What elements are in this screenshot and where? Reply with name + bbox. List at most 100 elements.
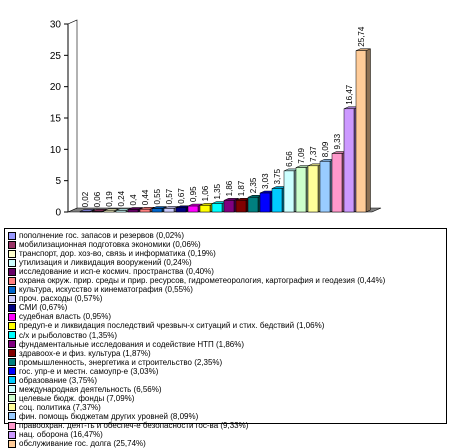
data-labels: 0,02 0,06 0,19 0,24 0,4 0,44 0,55 0,57 0,67 0,95 1…	[81, 26, 366, 207]
bar-front	[175, 207, 187, 213]
bar	[103, 208, 119, 213]
legend-swatch	[8, 394, 16, 403]
data-label: 0,57	[165, 188, 174, 204]
legend-label: с/х и рыболовство (1,35%)	[19, 330, 118, 340]
legend-item: нац. оборона (16,47%)	[8, 430, 444, 439]
legend-swatch	[8, 258, 16, 267]
data-label: 0,24	[117, 190, 126, 206]
legend-swatch	[8, 312, 16, 321]
bar-chart: 0 5 10 15 20 25 30 0,02 0,06 0,19 0,24 0,4 0,44 0,55…	[50, 20, 382, 219]
data-label: 0,06	[93, 191, 102, 207]
data-label: 6,56	[285, 151, 294, 167]
legend-item: исследование и исп-е космич. пространств…	[8, 267, 444, 276]
legend-label: обслуживание гос. долга (25,74%)	[19, 439, 146, 448]
bar-side	[365, 48, 371, 213]
data-label: 7,09	[297, 147, 306, 163]
y-tick-label: 10	[50, 145, 62, 156]
legend-swatch	[8, 439, 16, 448]
legend-swatch	[8, 358, 16, 367]
data-label: 1,06	[201, 185, 210, 201]
legend-swatch	[8, 285, 16, 294]
data-label: 25,74	[357, 26, 366, 47]
bar-front	[307, 165, 319, 213]
legend-label: промышленность, энергетика и строительст…	[19, 357, 223, 367]
legend-item: охрана окруж. прир. среды и прир. ресурс…	[8, 276, 444, 285]
legend-swatch	[8, 240, 16, 249]
data-label: 16,47	[345, 84, 354, 105]
legend-swatch	[8, 340, 16, 349]
legend-item: фин. помощь бюджетам других уровней (8,0…	[8, 412, 444, 421]
bar-front	[199, 205, 211, 213]
data-label: 9,33	[333, 133, 342, 149]
bar-front	[295, 167, 307, 213]
data-label: 1,35	[213, 183, 222, 199]
bar-front	[319, 161, 331, 213]
legend-swatch	[8, 321, 16, 330]
bar-front	[211, 203, 223, 213]
legend-label: соц. политика (7,37%)	[19, 402, 101, 412]
legend-label: транспорт, дор. хоз-во, связь и информат…	[19, 249, 216, 259]
legend-label: фундаментальные исследования и содействи…	[19, 339, 245, 349]
legend-swatch	[8, 349, 16, 358]
y-tick-label: 30	[50, 20, 62, 31]
legend-label: утилизация и ликвидация вооружений (0,24…	[19, 258, 192, 268]
legend-item: утилизация и ликвидация вооружений (0,24…	[8, 258, 444, 267]
legend-swatch	[8, 231, 16, 240]
bar-series	[79, 48, 371, 213]
data-label: 3,03	[261, 173, 270, 189]
legend-swatch	[8, 303, 16, 312]
legend-item: транспорт, дор. хоз-во, связь и информат…	[8, 249, 444, 258]
legend-label: культура, искусство и кинематография (0,…	[19, 285, 193, 295]
data-label: 2,35	[249, 177, 258, 193]
bar-front	[115, 210, 127, 213]
legend-label: проч. расходы (0,57%)	[19, 294, 103, 304]
bar-front	[247, 197, 259, 213]
legend-item: пополнение гос. запасов и резервов (0,02…	[8, 231, 444, 240]
data-label: 0,44	[141, 189, 150, 205]
legend-swatch	[8, 367, 16, 376]
data-label: 0,4	[129, 194, 138, 206]
bar-front	[271, 188, 283, 213]
bar-front	[139, 208, 151, 213]
bar-front	[79, 211, 91, 213]
data-label: 0,67	[177, 188, 186, 204]
legend-swatch	[8, 294, 16, 303]
bar-front	[187, 205, 199, 213]
legend-label: исследование и исп-е космич. пространств…	[19, 267, 214, 277]
bar-front	[343, 108, 355, 213]
bar-front	[151, 208, 163, 213]
legend-swatch	[8, 412, 16, 421]
legend-item: с/х и рыболовство (1,35%)	[8, 331, 444, 340]
legend-swatch	[8, 403, 16, 412]
legend-label: судебная власть (0,95%)	[19, 312, 112, 322]
bar	[355, 48, 371, 213]
bar-front	[103, 210, 115, 213]
y-tick-label: 5	[55, 176, 61, 187]
bar-front	[223, 200, 235, 213]
legend-swatch	[8, 376, 16, 385]
bar-front	[331, 153, 343, 213]
legend-label: фин. помощь бюджетам других уровней (8,0…	[19, 411, 199, 421]
legend-label: гос. упр-е и местн. самоупр-е (3,03%)	[19, 366, 159, 376]
legend-swatch	[8, 276, 16, 285]
bar	[79, 209, 95, 213]
data-label: 0,02	[81, 191, 90, 207]
y-tick-label: 0	[55, 208, 61, 219]
legend-swatch	[8, 331, 16, 340]
legend-swatch	[8, 421, 16, 430]
legend-swatch	[8, 385, 16, 394]
bar	[91, 209, 107, 213]
legend-item: судебная власть (0,95%)	[8, 312, 444, 321]
bar-front	[163, 208, 175, 213]
legend-label: пополнение гос. запасов и резервов (0,02…	[19, 231, 185, 241]
bar-front	[283, 170, 295, 213]
legend-item: культура, искусство и кинематография (0,…	[8, 285, 444, 294]
legend-label: международная деятельность (6,56%)	[19, 384, 162, 394]
legend: пополнение гос. запасов и резервов (0,02…	[4, 228, 447, 448]
data-label: 0,95	[189, 186, 198, 202]
legend-item: правоохран. деят-ть и обеспеч-е безопасн…	[8, 421, 444, 430]
legend-item: соц. политика (7,37%)	[8, 403, 444, 412]
legend-item: предуп-е и ликвидация последствий чрезвы…	[8, 321, 444, 330]
bar-front	[235, 200, 247, 213]
bar-front	[91, 211, 103, 213]
